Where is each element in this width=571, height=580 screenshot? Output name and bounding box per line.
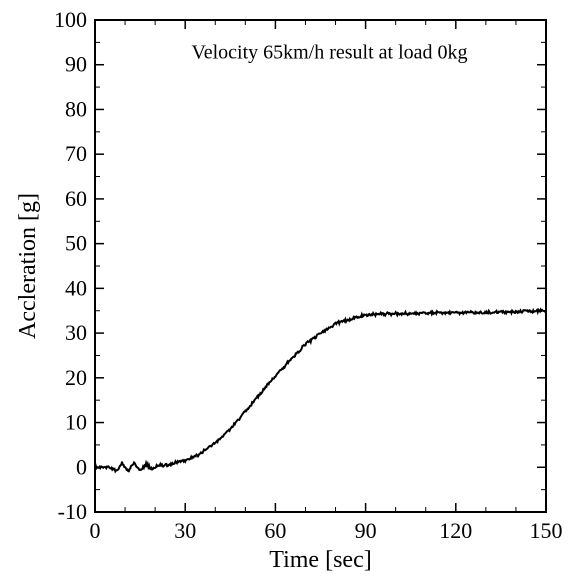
y-tick-label: 100 (54, 7, 87, 32)
y-tick-label: 70 (65, 141, 87, 166)
y-tick-label: 0 (76, 454, 87, 479)
chart-title: Velocity 65km/h result at load 0kg (191, 42, 467, 64)
y-tick-label: 20 (65, 365, 87, 390)
y-tick-label: 80 (65, 96, 87, 121)
x-tick-label: 30 (174, 518, 196, 543)
y-tick-label: -10 (58, 499, 87, 524)
y-tick-label: 10 (65, 410, 87, 435)
x-tick-label: 0 (90, 518, 101, 543)
y-tick-label: 50 (65, 231, 87, 256)
x-tick-label: 150 (530, 518, 563, 543)
y-tick-label: 40 (65, 275, 87, 300)
y-tick-label: 30 (65, 320, 87, 345)
y-tick-label: 90 (65, 52, 87, 77)
x-tick-label: 60 (264, 518, 286, 543)
x-axis-label: Time [sec] (269, 547, 371, 573)
x-tick-label: 120 (439, 518, 472, 543)
y-axis-label: Accleration [g] (15, 193, 41, 339)
y-tick-label: 60 (65, 186, 87, 211)
x-tick-label: 90 (355, 518, 377, 543)
